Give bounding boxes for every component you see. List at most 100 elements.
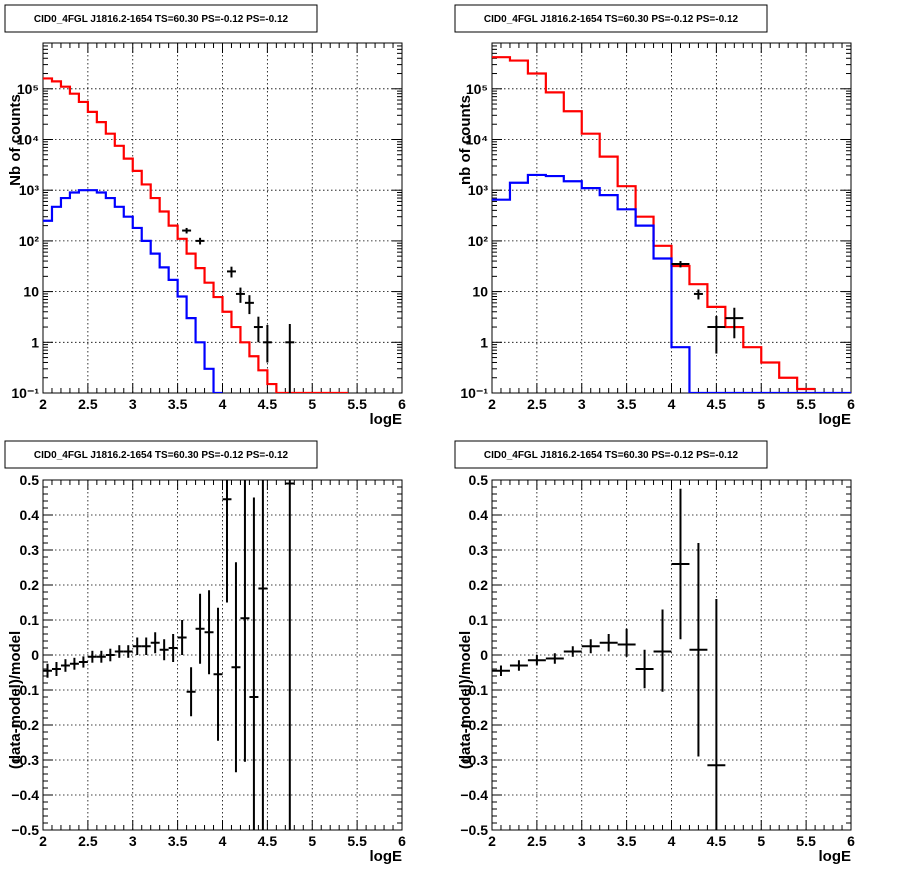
x-axis-label: logE (819, 411, 852, 428)
x-tick-label: 6 (847, 833, 855, 849)
y-tick-label: 0.1 (20, 612, 40, 628)
data-point (563, 646, 582, 657)
y-axis-label: Nb of counts (7, 94, 24, 186)
chart-title: CID0_4FGL J1816.2-1654 TS=60.30 PS=-0.12… (484, 14, 739, 25)
data-point (617, 628, 636, 657)
chart-panel-1: CID0_4FGL J1816.2-1654 TS=60.30 PS=-0.12… (4, 4, 406, 428)
y-tick-label: 10² (19, 233, 40, 249)
x-tick-label: 2.5 (78, 833, 98, 849)
data-point (182, 227, 192, 234)
y-tick-label: −0.2 (460, 717, 488, 733)
data-point (599, 634, 618, 652)
x-tick-label: 2 (39, 396, 47, 412)
x-tick-label: 5.5 (796, 833, 816, 849)
x-tick-label: 6 (398, 396, 406, 412)
data-layer (43, 480, 295, 830)
x-tick-label: 4 (219, 833, 227, 849)
y-tick-label: 1 (31, 334, 39, 350)
y-tick-label: 0.3 (469, 542, 489, 558)
data-point (653, 609, 672, 692)
y-tick-label: 0.5 (20, 472, 40, 488)
data-point (240, 480, 250, 762)
data-point (253, 316, 263, 343)
data-point (258, 480, 268, 830)
y-axis-label: (data-model)/model (7, 631, 24, 769)
x-tick-label: 5 (757, 833, 765, 849)
y-tick-label: −0.4 (460, 787, 488, 803)
x-tick-label: 2 (488, 833, 496, 849)
x-tick-label: 4.5 (258, 833, 278, 849)
y-tick-label: 0 (31, 647, 39, 663)
data-point (51, 662, 61, 676)
data-point (150, 632, 160, 654)
data-point (527, 655, 546, 666)
series-line-1 (492, 56, 816, 391)
y-tick-label: 0.4 (469, 507, 489, 523)
y-tick-label: 10⁵ (466, 81, 488, 97)
x-tick-label: 4.5 (707, 833, 727, 849)
data-point (244, 295, 254, 315)
x-tick-label: 3 (578, 396, 586, 412)
x-tick-label: 2.5 (78, 396, 98, 412)
chart-title: CID0_4FGL J1816.2-1654 TS=60.30 PS=-0.12… (34, 450, 289, 461)
data-point (693, 289, 703, 300)
chart-panel-3: CID0_4FGL J1816.2-1654 TS=60.30 PS=-0.12… (4, 440, 406, 865)
data-point (226, 266, 236, 278)
x-tick-label: 2.5 (527, 396, 547, 412)
data-point (262, 324, 272, 363)
y-tick-label: 10⁻¹ (11, 385, 39, 401)
y-axis-label: (data-model)/model (457, 631, 474, 769)
data-point (671, 261, 690, 268)
x-tick-label: 5.5 (347, 833, 367, 849)
data-point (204, 590, 214, 675)
x-tick-label: 2.5 (527, 833, 547, 849)
series-line-2 (492, 173, 851, 393)
y-tick-label: 0.2 (469, 577, 489, 593)
data-point (78, 656, 88, 668)
y-tick-label: 0 (480, 647, 488, 663)
x-tick-label: 5 (757, 396, 765, 412)
y-tick-label: −0.2 (11, 717, 39, 733)
y-tick-label: −0.4 (11, 787, 39, 803)
data-point (213, 607, 223, 741)
title-box (454, 4, 768, 33)
data-point (168, 634, 178, 662)
x-tick-label: 3 (129, 833, 137, 849)
data-point (177, 620, 187, 655)
data-point (285, 323, 295, 393)
y-tick-label: 0.5 (469, 472, 489, 488)
y-tick-label: 10⁵ (17, 81, 39, 97)
data-point (671, 488, 690, 640)
data-point (222, 480, 232, 603)
data-layer (492, 488, 726, 830)
data-point (96, 650, 106, 663)
data-point (132, 637, 142, 655)
x-axis-label: logE (370, 411, 403, 428)
y-tick-label: −0.3 (460, 752, 488, 768)
x-tick-label: 5 (308, 396, 316, 412)
y-tick-label: 10³ (468, 182, 489, 198)
data-point (195, 237, 205, 245)
x-tick-label: 4.5 (258, 396, 278, 412)
chart-panel-4: CID0_4FGL J1816.2-1654 TS=60.30 PS=-0.12… (454, 440, 855, 865)
data-point (114, 645, 124, 658)
data-point (707, 599, 726, 830)
x-tick-label: 3 (129, 396, 137, 412)
x-tick-label: 4.5 (707, 396, 727, 412)
data-point (43, 663, 52, 678)
series-line-2 (43, 189, 223, 393)
y-tick-label: 0.1 (469, 612, 489, 628)
y-tick-label: 0.2 (20, 577, 40, 593)
y-tick-label: −0.1 (460, 682, 488, 698)
x-tick-label: 4 (219, 396, 227, 412)
chart-title: CID0_4FGL J1816.2-1654 TS=60.30 PS=-0.12… (484, 450, 739, 461)
data-point (141, 637, 151, 655)
y-tick-label: 10⁴ (17, 131, 40, 147)
x-tick-label: 2 (488, 396, 496, 412)
x-tick-label: 5.5 (347, 396, 367, 412)
x-tick-label: 4 (668, 396, 676, 412)
x-tick-label: 6 (398, 833, 406, 849)
y-tick-label: 1 (480, 334, 488, 350)
data-point (87, 650, 97, 663)
